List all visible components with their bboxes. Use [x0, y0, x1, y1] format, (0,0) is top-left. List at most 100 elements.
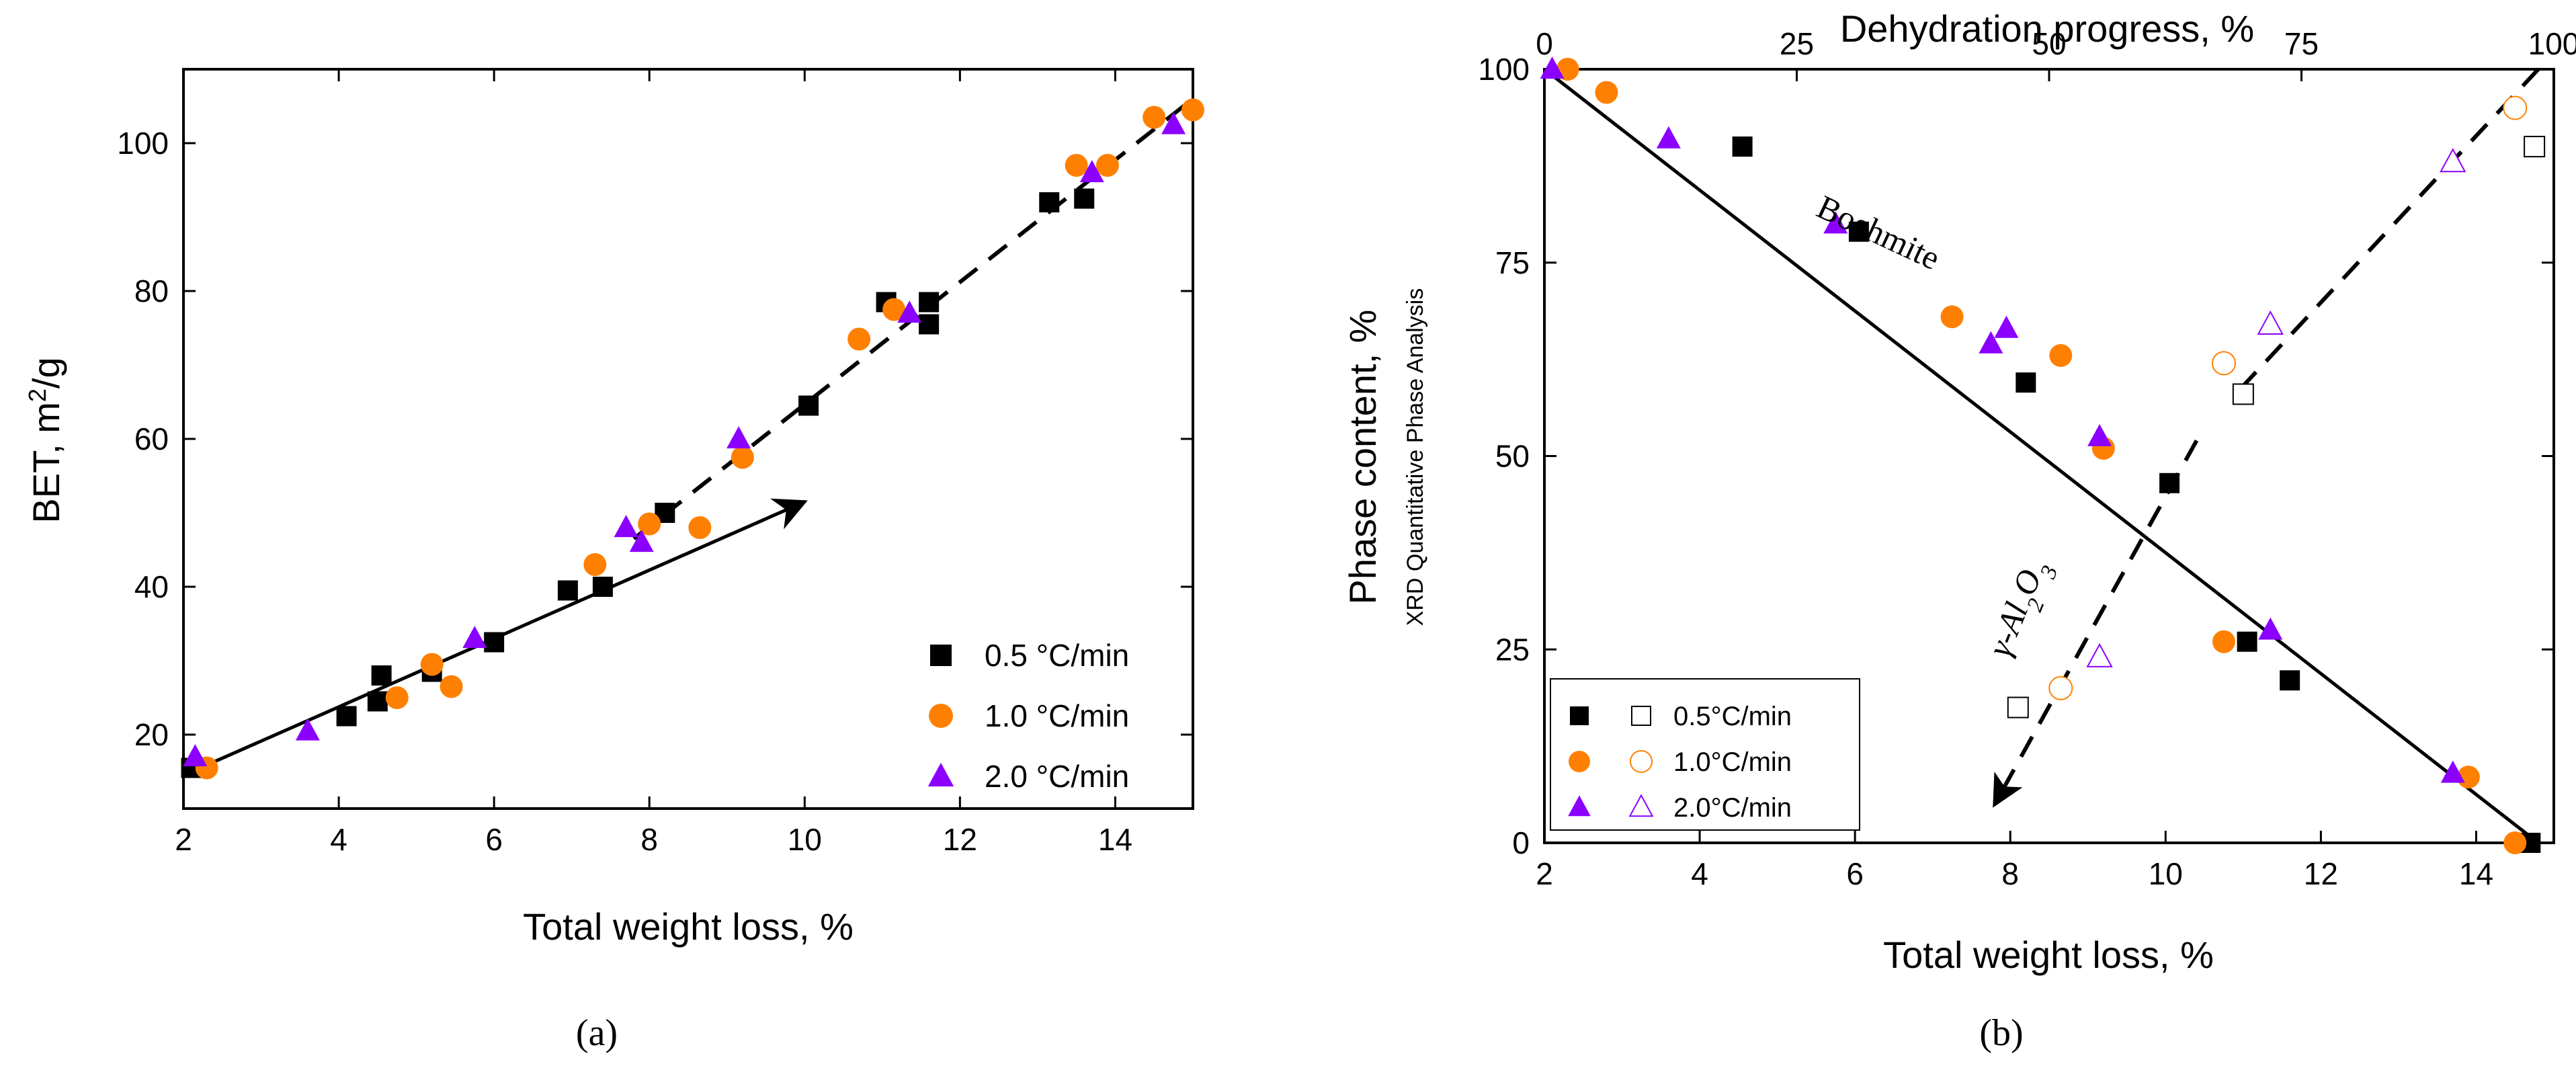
data-point-circle [882, 298, 906, 321]
data-point-square [336, 706, 357, 727]
data-point-circle [1595, 81, 1618, 104]
x-tick-label: 8 [2001, 856, 2019, 891]
y-tick-label: 75 [1495, 245, 1530, 280]
chart-b-ylabel2: XRD Quantitative Phase Analysis [1403, 288, 1428, 626]
data-point-circle [2048, 675, 2073, 700]
data-point-square [592, 577, 613, 597]
data-point-square [1848, 221, 1869, 242]
data-point-square [367, 691, 388, 712]
chart-a-legend: 0.5 °C/min 1.0 °C/min 2.0 °C/min [927, 638, 1129, 794]
data-point-triangle [2257, 310, 2284, 335]
data-point-triangle [1540, 56, 1565, 79]
data-point-triangle [2440, 760, 2465, 783]
data-point-triangle [295, 718, 320, 741]
data-point-circle [2211, 351, 2236, 376]
data-point-square [2280, 670, 2300, 691]
panel-label-a: (a) [576, 1012, 618, 1054]
data-point-triangle [2440, 148, 2466, 173]
chart-b-legend-box [1550, 678, 1860, 831]
chart-b-ylabel: Phase content, % [1341, 310, 1384, 605]
y-tick-label: 80 [134, 274, 169, 309]
legend-marker-filled-circle [1569, 751, 1590, 772]
data-point-square [557, 580, 578, 601]
x-tick-label: 12 [2304, 856, 2338, 891]
data-point-triangle [1079, 160, 1104, 183]
chart-a-ticks: 2 4 6 8 10 12 14 20 40 60 80 100 [117, 69, 1193, 857]
y-tick-label: 50 [1495, 439, 1530, 474]
y-tick-label: 100 [1478, 52, 1530, 87]
data-point-circle [2212, 630, 2235, 653]
data-point-triangle [1656, 126, 1681, 149]
legend-marker-open-square [1631, 706, 1651, 726]
data-point-circle [731, 446, 754, 469]
legend-marker-open-circle [1630, 750, 1653, 773]
data-point-square [484, 632, 505, 653]
data-point-circle [420, 653, 444, 676]
chart-a-xlabel: Total weight loss, % [523, 905, 854, 948]
x-tick-label: 4 [1691, 856, 1708, 891]
data-point-circle [1095, 154, 1119, 177]
y-tick-label: 0 [1512, 825, 1530, 860]
data-point-square [1074, 188, 1095, 209]
x2-tick-label: 50 [2032, 26, 2066, 61]
data-point-square [919, 292, 940, 313]
data-point-circle [1065, 154, 1088, 177]
data-point-circle [583, 553, 607, 576]
legend-marker-open-triangle [1628, 794, 1654, 817]
trend-line-dashed [2234, 67, 2540, 396]
trend-line-dashed [1993, 440, 2199, 808]
data-point-circle [1940, 305, 1964, 329]
legend-label: 0.5 °C/min [985, 638, 1129, 673]
data-point-square [2016, 372, 2036, 393]
y-tick-label: 25 [1495, 632, 1530, 667]
x2-tick-label: 75 [2284, 26, 2319, 61]
y-tick-label: 60 [134, 421, 169, 456]
data-point-triangle [2258, 617, 2283, 640]
data-point-square [371, 665, 392, 686]
legend-label: 1.0°C/min [1673, 747, 1792, 777]
legend-label: 2.0°C/min [1673, 793, 1792, 823]
data-point-square [2159, 473, 2180, 493]
data-point-square [2232, 383, 2254, 405]
x-tick-label: 10 [788, 822, 822, 857]
data-point-circle [847, 327, 871, 351]
data-point-circle [1181, 98, 1204, 122]
legend-marker-square [930, 645, 952, 666]
legend-marker-filled-triangle [1568, 795, 1591, 817]
y-tick-label: 20 [134, 717, 169, 752]
chart-b-legend: 0.5°C/min 1.0°C/min 2.0°C/min [1550, 678, 1860, 831]
legend-marker-triangle [927, 762, 954, 787]
data-point-triangle [1994, 315, 2019, 338]
data-point-triangle [897, 300, 922, 323]
chart-a-ylabel: BET, m2/g [24, 357, 68, 523]
data-point-triangle [1823, 211, 1848, 234]
data-point-square [2007, 696, 2029, 718]
data-point-triangle [2087, 423, 2112, 446]
x-tick-label: 6 [485, 822, 503, 857]
chart-b-top-axis-title: Dehydration progress, % [1840, 7, 2254, 50]
x-tick-label: 4 [330, 822, 347, 857]
x2-tick-label: 0 [1536, 26, 1553, 61]
chart-a: 2 4 6 8 10 12 14 20 40 60 80 100 BET, m2/g Total we… [24, 68, 1204, 1054]
legend-marker-filled-square [1570, 706, 1589, 725]
data-point-circle [1142, 106, 1166, 129]
chart-b-data-points [1540, 56, 2546, 854]
data-point-triangle [629, 530, 654, 552]
data-point-circle [2049, 343, 2073, 367]
data-point-square [2524, 136, 2546, 158]
legend-label: 0.5°C/min [1673, 702, 1792, 731]
data-point-circle [2503, 95, 2528, 120]
data-point-triangle [462, 626, 487, 649]
chart-a-gridless-frame [182, 68, 1194, 810]
chart-a-data-points [181, 98, 1204, 780]
data-point-square [919, 314, 940, 335]
data-point-triangle [183, 744, 208, 767]
y-tick-label: 100 [117, 126, 169, 161]
data-point-triangle [2086, 643, 2113, 667]
x-tick-label: 14 [2459, 856, 2493, 891]
data-point-circle [2503, 831, 2527, 854]
chart-a-plot-frame [182, 68, 1194, 810]
